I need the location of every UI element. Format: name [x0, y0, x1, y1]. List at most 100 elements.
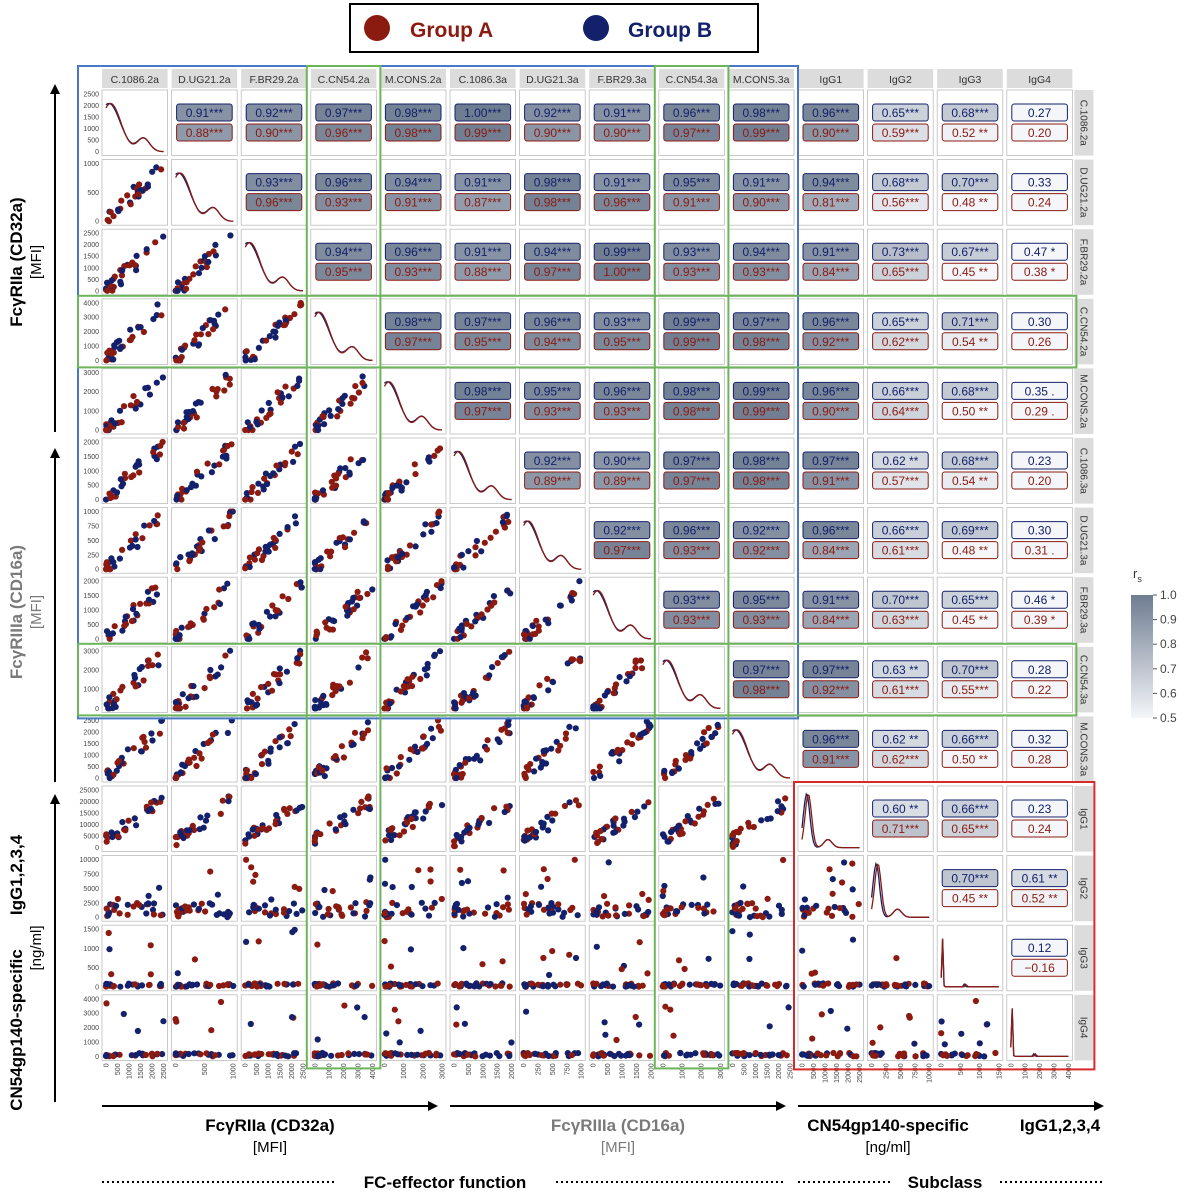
scatter-point-group-a — [626, 902, 633, 909]
scatter-point-group-b — [351, 1050, 358, 1057]
scatter-point-group-b — [391, 832, 398, 839]
scatter-point-group-b — [174, 287, 181, 294]
scatter-point-group-a — [540, 954, 547, 962]
corr-value-group-b: 0.60 ** — [882, 802, 918, 816]
x-tick-label: 3000 — [356, 1063, 363, 1079]
corr-box-group-a — [941, 819, 999, 838]
corr-box-group-a — [732, 471, 790, 490]
scatter-point-group-b — [267, 613, 274, 620]
scatter-point-group-a — [261, 475, 268, 482]
scatter-point-group-a — [491, 805, 498, 812]
scatter-point-group-b — [116, 337, 123, 344]
scatter-point-group-a — [849, 913, 856, 920]
scatter-point-group-a — [329, 626, 336, 633]
scatter-point-group-b — [122, 613, 129, 620]
scatter-point-group-b — [150, 900, 158, 907]
scatter-point-group-a — [127, 201, 134, 208]
scatter-point-group-a — [136, 181, 143, 188]
panel-C.CN54.2a-IgG2 — [867, 298, 934, 365]
scatter-point-group-b — [317, 555, 324, 562]
panel-D.UG21.3a-C.CN54.2a — [310, 507, 377, 574]
scatter-point-group-b — [714, 1051, 721, 1058]
y-tick-label: 0 — [95, 428, 99, 435]
scatter-point-group-a — [361, 730, 368, 738]
scatter-point-group-a — [572, 797, 580, 804]
scatter-point-group-a — [329, 484, 336, 491]
scatter-point-group-a — [272, 607, 279, 614]
scatter-point-group-a — [272, 544, 279, 552]
col-header-label: M.CONS.2a — [385, 74, 442, 86]
highlight-box-green-row2 — [77, 642, 1078, 717]
panel-IgG1-IgG2 — [867, 785, 934, 852]
scatter-point-group-b — [178, 346, 186, 353]
row-header-M.CONS.2a — [1074, 368, 1094, 434]
scatter-point-group-a — [342, 603, 349, 610]
scatter-point-group-a — [248, 488, 255, 496]
scatter-point-group-b — [219, 453, 226, 460]
scatter-point-group-b — [145, 596, 153, 603]
scatter-point-group-a — [121, 622, 128, 630]
corr-value-group-a: 0.94*** — [534, 335, 572, 349]
x-tick-label: 0 — [730, 1063, 737, 1067]
scatter-point-group-a — [335, 904, 342, 911]
y-tick-label: 2000 — [83, 103, 99, 110]
corr-value-group-b: 0.66*** — [951, 802, 989, 816]
colorbar-ramp — [1131, 595, 1153, 718]
scatter-point-group-b — [205, 527, 212, 534]
scatter-point-group-b — [572, 725, 579, 732]
scatter-point-group-a — [183, 279, 190, 286]
scatter-point-group-a — [562, 735, 569, 742]
panel-C.CN54.2a-D.UG21.3a — [519, 298, 586, 365]
x-tick-label: 500 — [605, 1063, 612, 1075]
y-tick-label: 500 — [87, 622, 99, 629]
scatter-point-group-b — [129, 606, 137, 613]
scatter-point-group-b — [539, 983, 547, 990]
scatter-point-group-b — [926, 983, 933, 990]
scatter-point-group-b — [452, 705, 459, 712]
scatter-point-group-a — [357, 805, 364, 812]
y-tick-label: 2000 — [83, 668, 99, 675]
scatter-point-group-b — [190, 901, 197, 908]
panel-F.BR29.2a-F.BR29.2a — [240, 228, 308, 296]
corr-value-group-a: −0.16 — [1024, 961, 1055, 975]
x-tick-label: 2000 — [776, 1063, 783, 1079]
panel-IgG3-IgG4 — [1006, 924, 1073, 992]
scatter-point-group-a — [412, 471, 419, 478]
y-tick-label: 0 — [95, 497, 99, 504]
scatter-point-group-a — [436, 445, 444, 452]
y-tick-label: 1000 — [83, 1040, 99, 1047]
corr-box-group-a — [663, 401, 720, 420]
corr-box-group-b — [593, 381, 651, 400]
scatter-point-group-b — [842, 909, 850, 917]
corr-value-group-b: 0.98*** — [743, 454, 781, 468]
corr-value-group-a: 0.84*** — [812, 613, 850, 627]
panel-F.BR29.2a-IgG3 — [936, 228, 1004, 296]
panel-M.CONS.2a-IgG4 — [1006, 367, 1073, 435]
corr-box-group-a — [941, 123, 999, 142]
scatter-point-group-a — [147, 942, 154, 949]
x-tick-label: 1000 — [680, 1063, 687, 1079]
scatter-point-group-a — [267, 410, 274, 417]
panel-C.CN54.2a-F.BR29.3a — [588, 298, 656, 365]
scatter-point-group-b — [844, 1025, 851, 1032]
scatter-point-group-b — [195, 341, 203, 348]
scatter-point-group-b — [458, 551, 465, 559]
scatter-point-group-a — [829, 890, 836, 897]
scatter-point-group-a — [185, 624, 192, 631]
scatter-point-group-a — [629, 731, 636, 739]
corr-value-group-a: 0.98*** — [534, 196, 572, 210]
corr-value-group-b: 0.95*** — [673, 176, 711, 190]
scatter-point-group-b — [775, 902, 783, 909]
scatter-point-group-b — [341, 392, 348, 399]
scatter-point-group-b — [527, 903, 535, 910]
scatter-point-group-a — [384, 563, 392, 570]
scatter-point-group-a — [258, 761, 266, 768]
scatter-point-group-a — [203, 605, 210, 613]
corr-box-group-b — [524, 451, 581, 470]
panel-M.CONS.3a-M.CONS.3a — [728, 716, 795, 783]
x-tick-label: 2500 — [300, 1063, 307, 1079]
scatter-point-group-b — [384, 557, 391, 564]
scatter-point-group-a — [920, 980, 928, 987]
colorbar-tick-label: 1.0 — [1160, 588, 1177, 602]
corr-value-group-a: 0.61*** — [882, 683, 920, 697]
